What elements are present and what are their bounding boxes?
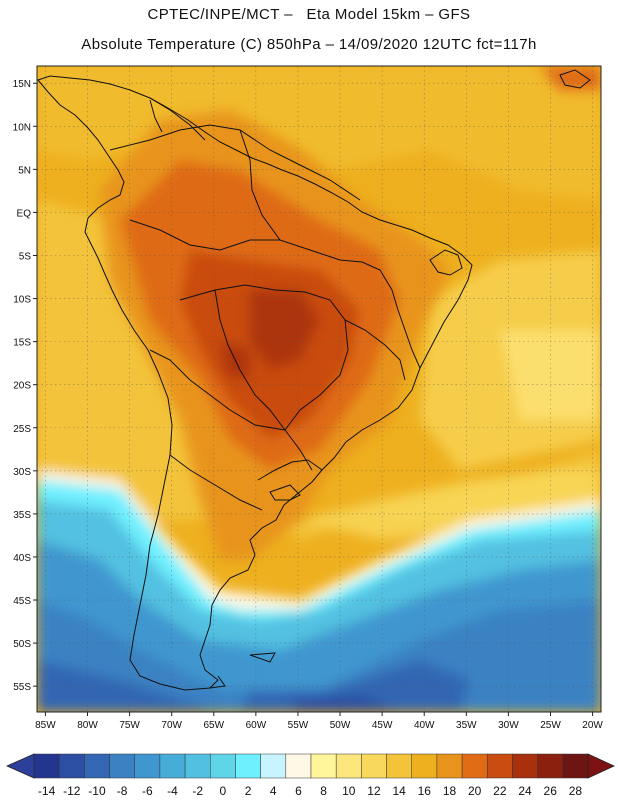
colorbar-cell [310,753,337,779]
lon-tick-label: 50W [330,720,351,731]
title-model-line: CPTEC/INPE/MCT – Eta Model 15km – GFS [147,6,471,23]
colorbar-label: 2 [245,784,252,798]
colorbar-cell [436,753,463,779]
lon-tick-label: 35W [456,720,477,731]
chart-title: CPTEC/INPE/MCT – Eta Model 15km – GFS Ab… [0,0,618,60]
lat-tick-label: 30S [13,467,31,478]
colorbar-legend: -14 -12 -10 -8 -6 -4 -2 0 2 4 6 8 10 12 14 16 18 20 22 24 26… [6,753,615,798]
colorbar-cell [386,753,412,779]
latitude-axis: 15N 10N 5N EQ 5S 10S 15S 20S 25S 30S 35S 40S 45S 50S 5… [13,79,37,693]
colorbar-label: -2 [192,784,203,798]
lat-tick-label: 15N [13,79,31,90]
colorbar-label: 4 [270,784,277,798]
colorbar-cell [285,753,312,779]
colorbar-low-arrow [6,753,35,779]
longitude-axis: 85W 80W 75W 70W 65W 60W 55W 50W 45W 40W 35W 30W 25W 2… [35,712,603,731]
colorbar-label: 10 [342,784,356,798]
colorbar-cell [461,753,488,779]
lon-tick-label: 85W [35,720,56,731]
colorbar-cells [33,753,589,779]
colorbar-label: 28 [569,784,583,798]
lat-tick-label: 5N [18,165,31,176]
lon-tick-label: 65W [203,720,224,731]
lat-tick-label: 55S [13,682,31,693]
colorbar-cell [159,753,186,779]
lat-tick-label: EQ [17,208,32,219]
colorbar-cell [562,753,589,779]
lon-tick-label: 40W [414,720,435,731]
colorbar-label: -10 [88,784,106,798]
colorbar-high-arrow [587,753,615,779]
lon-tick-label: 55W [288,720,309,731]
colorbar-label: 8 [320,784,327,798]
colorbar-label: 18 [443,784,457,798]
colorbar-label: 26 [544,784,558,798]
colorbar-label: 6 [295,784,302,798]
colorbar-cell [537,753,564,779]
colorbar-label: -14 [38,784,56,798]
lat-tick-label: 45S [13,596,31,607]
colorbar-label: 16 [418,784,432,798]
lon-tick-label: 80W [77,720,98,731]
lon-tick-label: 75W [119,720,140,731]
coastlines [37,69,591,691]
colorbar-cell [210,753,236,779]
lon-tick-label: 45W [372,720,393,731]
lat-tick-label: 15S [13,338,31,349]
colorbar-cell [33,753,60,779]
colorbar-cell [260,753,287,779]
title-field-line: Absolute Temperature (C) 850hPa – 14/09/… [81,36,537,53]
colorbar-cell [235,753,261,779]
temperature-map: 15N 10N 5N EQ 5S 10S 15S 20S 25S 30S 35S 40S 45S 50S 5… [13,65,603,731]
lat-tick-label: 20S [13,381,31,392]
colorbar-cell [84,753,110,779]
lat-tick-label: 10S [13,295,31,306]
colorbar-label: -6 [142,784,153,798]
colorbar-cell [184,753,211,779]
colorbar-label: 12 [367,784,381,798]
lat-tick-label: 50S [13,639,31,650]
lat-tick-label: 35S [13,510,31,521]
colorbar-cell [335,753,362,779]
lat-tick-label: 10N [13,122,31,133]
colorbar-cell [487,753,513,779]
lat-tick-label: 25S [13,424,31,435]
colorbar-label: 14 [392,784,406,798]
colorbar-label: 20 [468,784,482,798]
colorbar-cell [134,753,161,779]
colorbar-label: 0 [220,784,227,798]
lat-tick-label: 5S [19,251,32,262]
lat-tick-label: 40S [13,553,31,564]
lon-tick-label: 30W [498,720,519,731]
colorbar-label: 24 [518,784,532,798]
colorbar-cell [512,753,538,779]
colorbar-cell [361,753,387,779]
lon-tick-label: 25W [540,720,561,731]
lon-tick-label: 70W [161,720,182,731]
colorbar-cell [411,753,438,779]
colorbar-label: 22 [493,784,507,798]
map-border [36,65,602,713]
colorbar-cell [109,753,135,779]
lon-tick-label: 20W [582,720,603,731]
colorbar-labels: -14 -12 -10 -8 -6 -4 -2 0 2 4 6 8 10 12 14 16 18 20 22 24 26… [38,784,582,798]
temperature-field [37,66,601,712]
colorbar-cell [58,753,85,779]
colorbar-label: -12 [63,784,81,798]
colorbar-label: -4 [167,784,178,798]
colorbar-label: -8 [117,784,128,798]
lon-tick-label: 60W [246,720,267,731]
